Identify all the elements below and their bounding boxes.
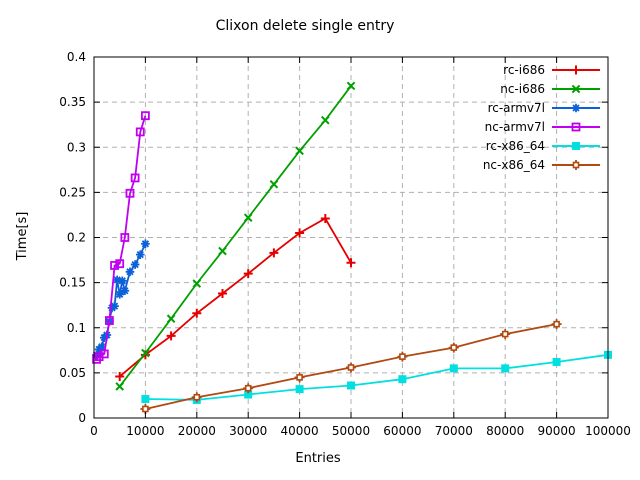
marker-filled-square — [244, 390, 253, 399]
marker-open-square — [110, 261, 119, 270]
marker-boxed-plus-box — [193, 393, 201, 401]
x-tick-label: 40000 — [281, 424, 319, 438]
marker-open-square — [125, 188, 135, 198]
marker-boxed-plus-box — [399, 353, 406, 360]
marker-open-square — [105, 316, 114, 325]
marker-filled-square — [141, 395, 150, 404]
marker-asterisk — [571, 103, 581, 113]
x-tick-label: 100000 — [585, 424, 631, 438]
marker-filled-square — [295, 385, 304, 394]
marker-asterisk — [141, 239, 150, 249]
x-tick-label: 80000 — [486, 424, 524, 438]
marker-asterisk — [92, 350, 101, 360]
marker-boxed-plus-box — [142, 405, 149, 413]
y-tick-label: 0.1 — [67, 321, 86, 335]
marker-boxed-plus-box — [501, 330, 509, 338]
x-axis-label: Entries — [295, 451, 341, 466]
marker-cross — [141, 348, 150, 358]
y-axis-label: Time[s] — [15, 211, 30, 261]
marker-asterisk — [112, 275, 122, 285]
x-tick-label: 0 — [90, 424, 98, 438]
marker-filled-square — [449, 364, 458, 373]
marker-asterisk — [110, 301, 119, 311]
marker-plus — [243, 269, 253, 279]
y-tick-label: 0.4 — [67, 50, 86, 64]
marker-cross — [166, 314, 176, 324]
marker-cross — [571, 84, 581, 94]
marker-cross — [269, 179, 279, 189]
marker-plus — [115, 371, 125, 381]
marker-boxed-plus-box — [450, 344, 458, 351]
marker-boxed-plus-box — [347, 364, 355, 371]
legend-label-rc-i686: rc-i686 — [503, 63, 545, 77]
marker-boxed-plus-box — [296, 374, 303, 381]
marker-cross — [243, 213, 253, 222]
marker-asterisk — [130, 260, 140, 269]
y-tick-label: 0.3 — [67, 140, 86, 154]
marker-open-square — [120, 233, 130, 242]
marker-plus — [346, 258, 356, 268]
x-tick-label: 60000 — [383, 424, 421, 438]
y-tick-label: 0.35 — [59, 95, 86, 109]
legend-label-nc-i686: nc-i686 — [500, 82, 545, 96]
marker-cross — [320, 115, 330, 125]
marker-filled-square — [552, 358, 561, 367]
marker-boxed-plus-box — [572, 161, 580, 169]
marker-asterisk — [117, 276, 127, 286]
marker-plus — [166, 331, 176, 341]
series-line-rc-i686 — [119, 217, 352, 378]
marker-cross — [218, 246, 227, 256]
legend-label-nc-armv7l: nc-armv7l — [485, 120, 545, 134]
marker-filled-square — [501, 364, 510, 373]
marker-open-square — [130, 173, 140, 183]
marker-plus — [192, 308, 202, 318]
marker-open-square — [99, 349, 109, 359]
y-tick-label: 0.2 — [67, 231, 86, 245]
x-tick-label: 90000 — [538, 424, 576, 438]
marker-plus — [269, 248, 279, 258]
marker-boxed-plus-box — [244, 384, 252, 392]
marker-plus — [320, 214, 330, 224]
marker-plus — [218, 288, 227, 298]
marker-cross — [346, 81, 356, 91]
marker-open-square — [571, 122, 581, 132]
legend-label-rc-x86_64: rc-x86_64 — [486, 139, 545, 153]
marker-asterisk — [125, 267, 135, 277]
marker-boxed-plus-box — [553, 320, 560, 328]
series-line-nc-i686 — [118, 85, 352, 387]
x-tick-label: 20000 — [178, 424, 216, 438]
x-tick-label: 10000 — [126, 424, 164, 438]
marker-filled-square — [398, 375, 407, 384]
marker-plus — [295, 228, 305, 238]
chart-title: Clixon delete single entry — [215, 18, 395, 34]
marker-open-square — [135, 127, 145, 137]
marker-asterisk — [115, 290, 124, 299]
marker-filled-square — [347, 381, 355, 390]
marker-cross — [192, 279, 202, 288]
marker-cross — [295, 146, 304, 156]
x-tick-label: 50000 — [332, 424, 370, 438]
legend-label-rc-armv7l: rc-armv7l — [488, 101, 545, 115]
marker-asterisk — [97, 342, 107, 352]
x-tick-label: 30000 — [229, 424, 267, 438]
y-tick-label: 0.05 — [59, 366, 86, 380]
series-line-rc-armv7l — [95, 243, 147, 356]
marker-cross — [115, 382, 125, 391]
marker-asterisk — [120, 286, 130, 296]
marker-filled-square — [572, 142, 580, 150]
x-tick-label: 70000 — [435, 424, 473, 438]
series-line-rc-x86_64 — [145, 353, 609, 401]
legend-label-nc-x86_64: nc-x86_64 — [483, 158, 545, 172]
marker-open-square — [115, 259, 125, 269]
marker-plus — [571, 65, 581, 75]
y-tick-label: 0 — [78, 411, 86, 425]
marker-open-square — [140, 111, 150, 121]
y-tick-label: 0.25 — [59, 185, 86, 199]
y-tick-label: 0.15 — [59, 276, 86, 290]
marker-asterisk — [135, 250, 145, 259]
